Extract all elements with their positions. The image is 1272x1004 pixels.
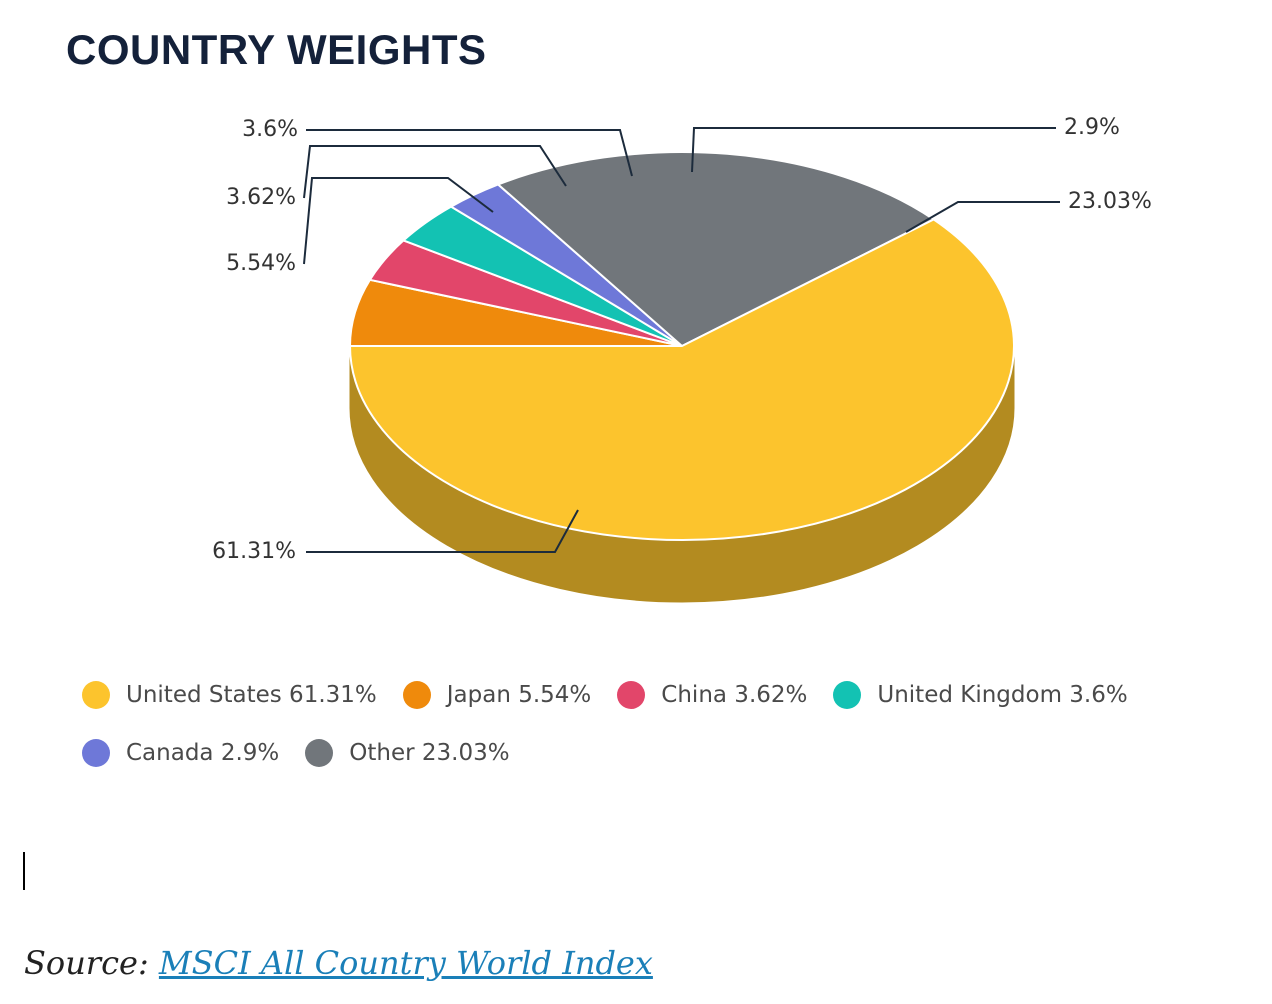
leader-line-united-states [306,509,579,553]
source-link[interactable]: MSCI All Country World Index [158,944,653,982]
text-cursor [23,852,25,890]
legend-row-1: United States 61.31% Japan 5.54% China 3… [82,672,1202,718]
legend-swatch [305,739,334,767]
data-label-canada: 2.9% [1064,115,1120,140]
leader-line-japan [303,177,494,265]
legend-label: Japan 5.54% [446,682,592,708]
pie-top [349,151,1015,541]
leader-line-other [905,201,1060,233]
data-label-united-states: 61.31% [212,539,296,564]
legend-item-japan[interactable]: Japan 5.54% [402,681,592,709]
data-label-japan: 5.54% [226,251,296,276]
legend-label: Canada 2.9% [126,740,280,766]
legend-swatch [82,681,110,709]
source-prefix: Source: [24,944,149,982]
legend-swatch [82,739,110,767]
legend-item-other[interactable]: Other 23.03% [305,739,510,767]
chart-title: COUNTRY WEIGHTS [66,26,487,73]
legend-label: China 3.62% [661,682,808,708]
legend-label: United Kingdom 3.6% [877,682,1128,708]
pie-slice-other [497,151,935,347]
legend-swatch [833,681,862,709]
legend: United States 61.31% Japan 5.54% China 3… [82,672,1202,788]
legend-item-united-states[interactable]: United States 61.31% [82,681,377,709]
leader-line-canada [691,127,1056,173]
legend-swatch [617,681,646,709]
legend-item-united-kingdom[interactable]: United Kingdom 3.6% [833,681,1128,709]
callouts: 61.31% 5.54% 3.62% 3.6% 2.9% 23.03% [212,115,1152,564]
data-label-china: 3.62% [226,185,296,210]
pie-slice-united-states [349,218,1015,541]
legend-item-canada[interactable]: Canada 2.9% [82,739,279,767]
pie-chart: 61.31% 5.54% 3.62% 3.6% 2.9% 23.03% [212,115,1152,603]
legend-row-2: Canada 2.9% Other 23.03% [82,730,1202,776]
source-line: Source: MSCI All Country World Index [24,944,653,982]
data-label-united-kingdom: 3.6% [242,117,298,142]
leader-line-united-kingdom [306,129,633,177]
legend-label: Other 23.03% [349,740,510,766]
data-label-other: 23.03% [1068,189,1152,214]
legend-swatch [402,681,431,709]
legend-item-china[interactable]: China 3.62% [617,681,807,709]
leader-line-china [303,145,567,199]
legend-label: United States 61.31% [126,682,377,708]
